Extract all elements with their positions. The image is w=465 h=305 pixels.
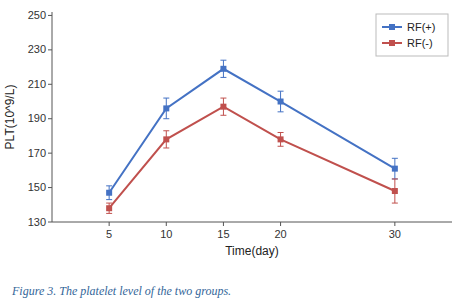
- marker: [392, 166, 398, 172]
- y-tick: [48, 84, 52, 85]
- error-bar: [106, 203, 112, 213]
- x-tick: [166, 222, 167, 226]
- marker: [220, 104, 226, 110]
- y-tick: [48, 15, 52, 16]
- error-bar: [106, 186, 112, 200]
- x-tick: [280, 222, 281, 226]
- x-tick-label: 30: [389, 228, 401, 240]
- x-tick-label: 10: [160, 228, 172, 240]
- error-bar: [220, 98, 226, 115]
- marker: [163, 105, 169, 111]
- error-bar: [278, 132, 284, 146]
- y-tick: [48, 187, 52, 188]
- legend-marker: [389, 24, 395, 30]
- legend-box: [376, 14, 448, 56]
- error-bar: [220, 60, 226, 77]
- x-tick: [223, 222, 224, 226]
- error-bar: [163, 98, 169, 119]
- legend-label: RF(-): [407, 37, 433, 49]
- x-tick-label: 5: [106, 228, 112, 240]
- error-bar: [392, 179, 398, 203]
- marker: [278, 99, 284, 105]
- x-tick: [394, 222, 395, 226]
- marker: [392, 188, 398, 194]
- error-bar: [392, 158, 398, 179]
- x-tick-label: 20: [274, 228, 286, 240]
- marker: [106, 205, 112, 211]
- y-tick-label: 130: [28, 216, 46, 228]
- y-tick: [48, 153, 52, 154]
- y-axis-label: PLT(10^9/L): [3, 85, 17, 150]
- error-bar: [163, 131, 169, 148]
- plot-area: [106, 60, 398, 213]
- y-tick: [48, 118, 52, 119]
- x-axis-label: Time(day): [225, 244, 279, 258]
- y-axis: [52, 12, 53, 222]
- x-tick: [109, 222, 110, 226]
- y-tick: [48, 222, 52, 223]
- x-axis: [52, 222, 452, 223]
- caption: Figure 3. The platelet level of the two …: [11, 284, 231, 298]
- y-tick: [48, 49, 52, 50]
- chart: 130 150 170 190 210 230 250 5 10 15 20 30 Time(day) P…: [0, 0, 465, 305]
- y-tick-label: 170: [28, 147, 46, 159]
- marker: [278, 136, 284, 142]
- y-tick-label: 250: [28, 9, 46, 21]
- y-tick-label: 230: [28, 43, 46, 55]
- legend-marker: [389, 40, 395, 46]
- y-tick-label: 190: [28, 112, 46, 124]
- series-line: [109, 69, 395, 193]
- marker: [220, 66, 226, 72]
- y-tick-label: 150: [28, 181, 46, 193]
- marker: [106, 190, 112, 196]
- x-tick-label: 15: [217, 228, 229, 240]
- y-tick-label: 210: [28, 78, 46, 90]
- series-line: [109, 107, 395, 209]
- legend: RF(+) RF(-): [376, 14, 448, 56]
- marker: [163, 136, 169, 142]
- legend-label: RF(+): [407, 21, 435, 33]
- error-bar: [278, 91, 284, 112]
